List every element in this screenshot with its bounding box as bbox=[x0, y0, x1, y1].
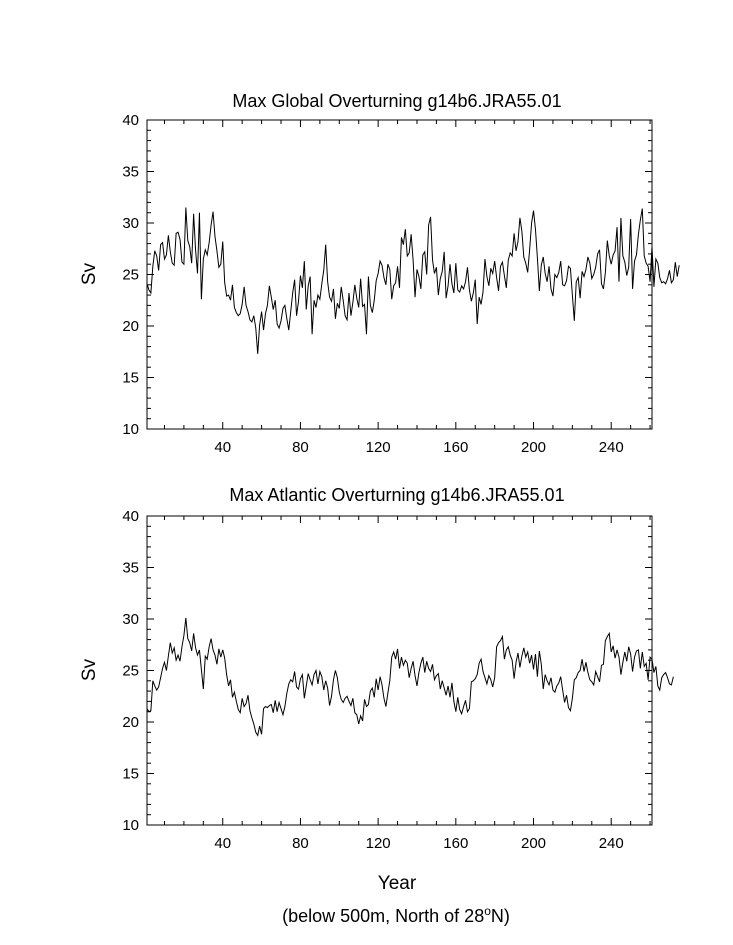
y-tick-label: 30 bbox=[122, 215, 139, 232]
series-line bbox=[146, 617, 674, 737]
y-axis-label: Sv bbox=[79, 262, 100, 285]
y-tick-label: 15 bbox=[122, 370, 139, 387]
x-tick-label: 80 bbox=[292, 439, 309, 456]
x-tick-label: 200 bbox=[521, 439, 546, 456]
y-tick-label: 30 bbox=[122, 611, 139, 628]
x-tick-label: 80 bbox=[292, 835, 309, 852]
x-tick-label: 200 bbox=[521, 835, 546, 852]
x-tick-label: 40 bbox=[214, 835, 231, 852]
x-tick-label: 240 bbox=[599, 835, 624, 852]
caption: (below 500m, North of 28oN) bbox=[282, 904, 510, 926]
x-tick-label: 240 bbox=[599, 439, 624, 456]
plot-frame bbox=[146, 119, 653, 430]
ticks bbox=[147, 515, 652, 826]
chart-atlantic: Max Atlantic Overturning g14b6.JRA55.01 … bbox=[79, 485, 674, 894]
x-axis-label: Year bbox=[378, 873, 417, 894]
y-tick-label: 35 bbox=[122, 164, 139, 181]
y-tick-label: 25 bbox=[122, 267, 139, 284]
plot-frame bbox=[146, 515, 653, 826]
y-tick-label: 25 bbox=[122, 663, 139, 680]
y-tick-label: 10 bbox=[122, 817, 139, 834]
x-tick-label: 160 bbox=[443, 439, 468, 456]
y-tick-label: 40 bbox=[122, 112, 139, 129]
y-tick-label: 20 bbox=[122, 318, 139, 335]
x-tick-label: 120 bbox=[366, 439, 391, 456]
chart-title: Max Global Overturning g14b6.JRA55.01 bbox=[232, 91, 561, 111]
caption-text: (below 500m, North of 28 bbox=[282, 906, 484, 926]
y-tick-label: 35 bbox=[122, 560, 139, 577]
x-tick-label: 40 bbox=[214, 439, 231, 456]
y-axis-label: Sv bbox=[79, 658, 100, 681]
y-tick-label: 15 bbox=[122, 766, 139, 783]
tick-labels: 10 15 20 25 30 35 40 40 80 120 160 200 240 bbox=[122, 508, 623, 852]
chart-title: Max Atlantic Overturning g14b6.JRA55.01 bbox=[229, 485, 564, 505]
series-line bbox=[146, 207, 680, 354]
tick-labels: 10 15 20 25 30 35 40 40 80 120 160 200 240 bbox=[122, 112, 623, 456]
y-tick-label: 10 bbox=[122, 421, 139, 438]
chart-global: Max Global Overturning g14b6.JRA55.01 Sv… bbox=[79, 91, 680, 456]
caption-suffix: N) bbox=[491, 906, 510, 926]
x-tick-label: 160 bbox=[443, 835, 468, 852]
x-tick-label: 120 bbox=[366, 835, 391, 852]
y-tick-label: 40 bbox=[122, 508, 139, 525]
ticks bbox=[147, 119, 652, 430]
caption-superscript: o bbox=[484, 904, 491, 918]
y-tick-label: 20 bbox=[122, 714, 139, 731]
